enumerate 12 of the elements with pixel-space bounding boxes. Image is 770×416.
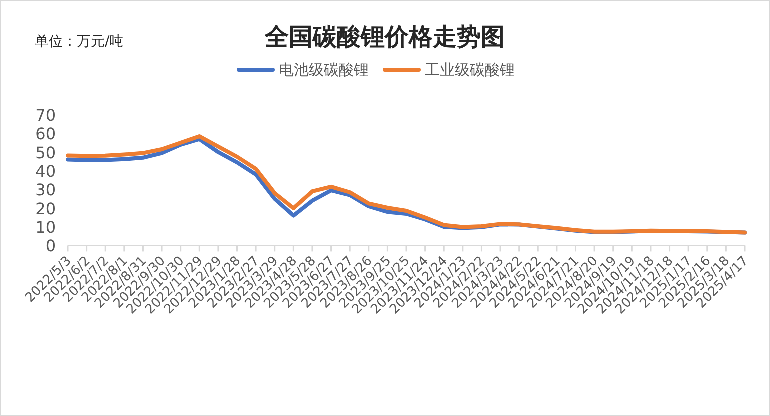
y-tick-label: 40 <box>36 162 56 182</box>
y-tick-label: 20 <box>36 199 56 218</box>
legend-label: 工业级碳酸锂 <box>425 61 515 79</box>
y-tick-label: 50 <box>36 143 56 162</box>
legend-label: 电池级碳酸锂 <box>279 61 369 79</box>
y-tick-label: 60 <box>36 124 56 144</box>
y-tick-label: 70 <box>36 106 56 125</box>
y-tick-label: 0 <box>46 236 56 256</box>
chart-title: 全国碳酸锂价格走势图 <box>264 23 505 51</box>
y-tick-label: 10 <box>36 218 56 238</box>
text: 单位：万元/吨 <box>35 34 124 50</box>
y-tick-label: 30 <box>36 180 56 200</box>
